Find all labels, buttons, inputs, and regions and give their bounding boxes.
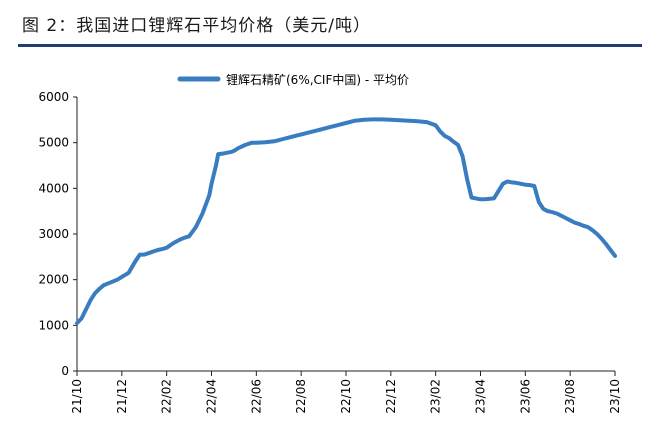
- legend-label: 锂辉石精矿(6%,CIF中国) - 平均价: [226, 72, 409, 87]
- y-tick-label: 1000: [38, 318, 69, 332]
- x-tick-label: 21/10: [70, 379, 84, 414]
- x-tick-label: 21/12: [115, 379, 129, 414]
- figure-title: 图 2：我国进口锂辉石平均价格（美元/吨）: [22, 16, 371, 36]
- x-tick-label: 23/10: [608, 379, 622, 414]
- y-tick-label: 4000: [38, 181, 69, 195]
- x-tick-label: 23/08: [563, 379, 577, 414]
- x-tick-label: 22/08: [294, 379, 308, 414]
- y-tick-label: 2000: [38, 273, 69, 287]
- x-tick-label: 22/10: [339, 379, 353, 414]
- x-tick-label: 23/04: [474, 379, 488, 414]
- x-tick-label: 22/06: [249, 379, 263, 414]
- y-tick-label: 6000: [38, 90, 69, 104]
- title-rule: [18, 44, 642, 47]
- x-tick-label: 22/02: [160, 379, 174, 414]
- x-ticks: 21/10 21/12 22/02 22/04 22/06 22/08 22/10 22/12…: [70, 371, 622, 414]
- y-tick-label: 0: [61, 364, 69, 378]
- y-ticks: 0 1000 2000 3000 4000 5000 6000: [38, 90, 77, 378]
- axes: [76, 97, 615, 372]
- y-tick-label: 5000: [38, 136, 69, 150]
- x-tick-label: 22/12: [384, 379, 398, 414]
- legend: 锂辉石精矿(6%,CIF中国) - 平均价: [177, 72, 409, 87]
- series-line: [75, 117, 617, 326]
- x-tick-label: 23/02: [429, 379, 443, 414]
- x-tick-label: 23/06: [518, 379, 532, 414]
- y-tick-label: 3000: [38, 227, 69, 241]
- x-tick-label: 22/04: [205, 379, 219, 414]
